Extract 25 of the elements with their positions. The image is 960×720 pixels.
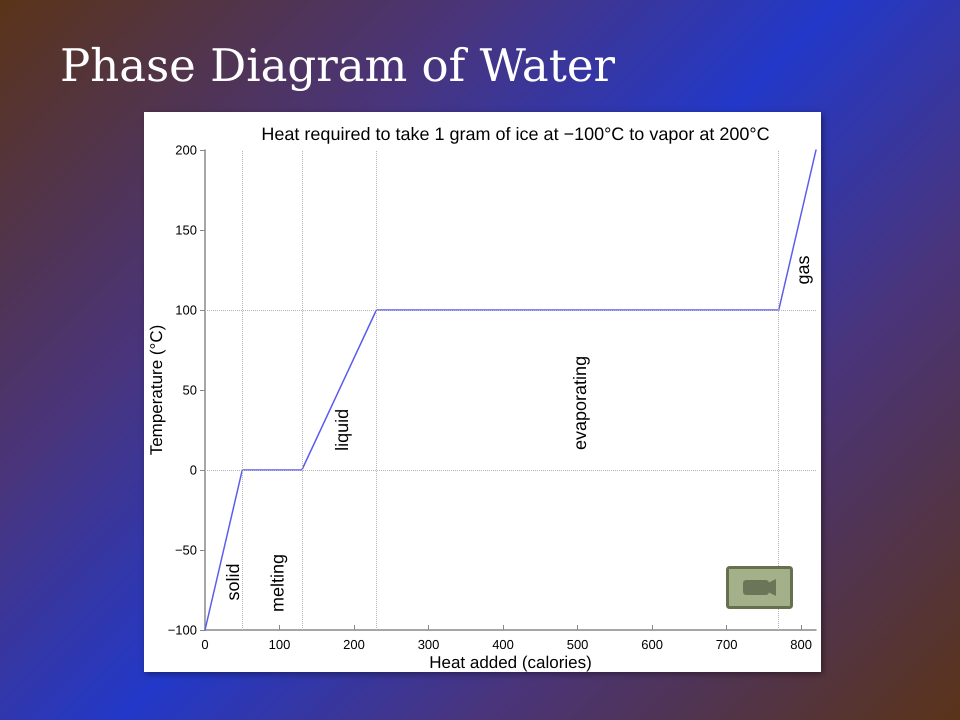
x-tick-label: 800 — [790, 637, 812, 652]
y-tick-label: 200 — [175, 142, 197, 158]
y-tick-label: 50 — [182, 382, 197, 398]
annotation: melting — [268, 554, 288, 612]
chart-subtitle: Heat required to take 1 gram of ice at −100°C to vapor at 200°C — [261, 124, 770, 144]
x-tick-label: 0 — [201, 637, 209, 652]
y-tick-label: −50 — [174, 542, 197, 558]
x-tick-label: 300 — [418, 637, 440, 652]
x-tick-label: 400 — [492, 637, 514, 652]
x-tick-label: 200 — [343, 637, 365, 652]
y-tick-label: 150 — [175, 222, 197, 238]
x-axis-title: Heat added (calories) — [429, 653, 592, 672]
x-tick-label: 100 — [268, 637, 290, 652]
annotation: gas — [793, 255, 814, 285]
annotation: solid — [223, 563, 244, 601]
y-axis-title: Temperature (°C) — [147, 324, 166, 456]
x-tick-label: 700 — [716, 637, 738, 652]
x-tick-label: 500 — [566, 637, 588, 652]
chart-title: Phase Diagram of Water — [60, 39, 615, 92]
y-tick-label: 100 — [175, 302, 197, 318]
x-tick-label: 600 — [641, 637, 663, 652]
annotation: liquid — [332, 408, 352, 451]
annotation: evaporating — [570, 356, 590, 450]
y-tick-label: 0 — [190, 462, 197, 478]
y-tick-label: −100 — [168, 622, 197, 638]
